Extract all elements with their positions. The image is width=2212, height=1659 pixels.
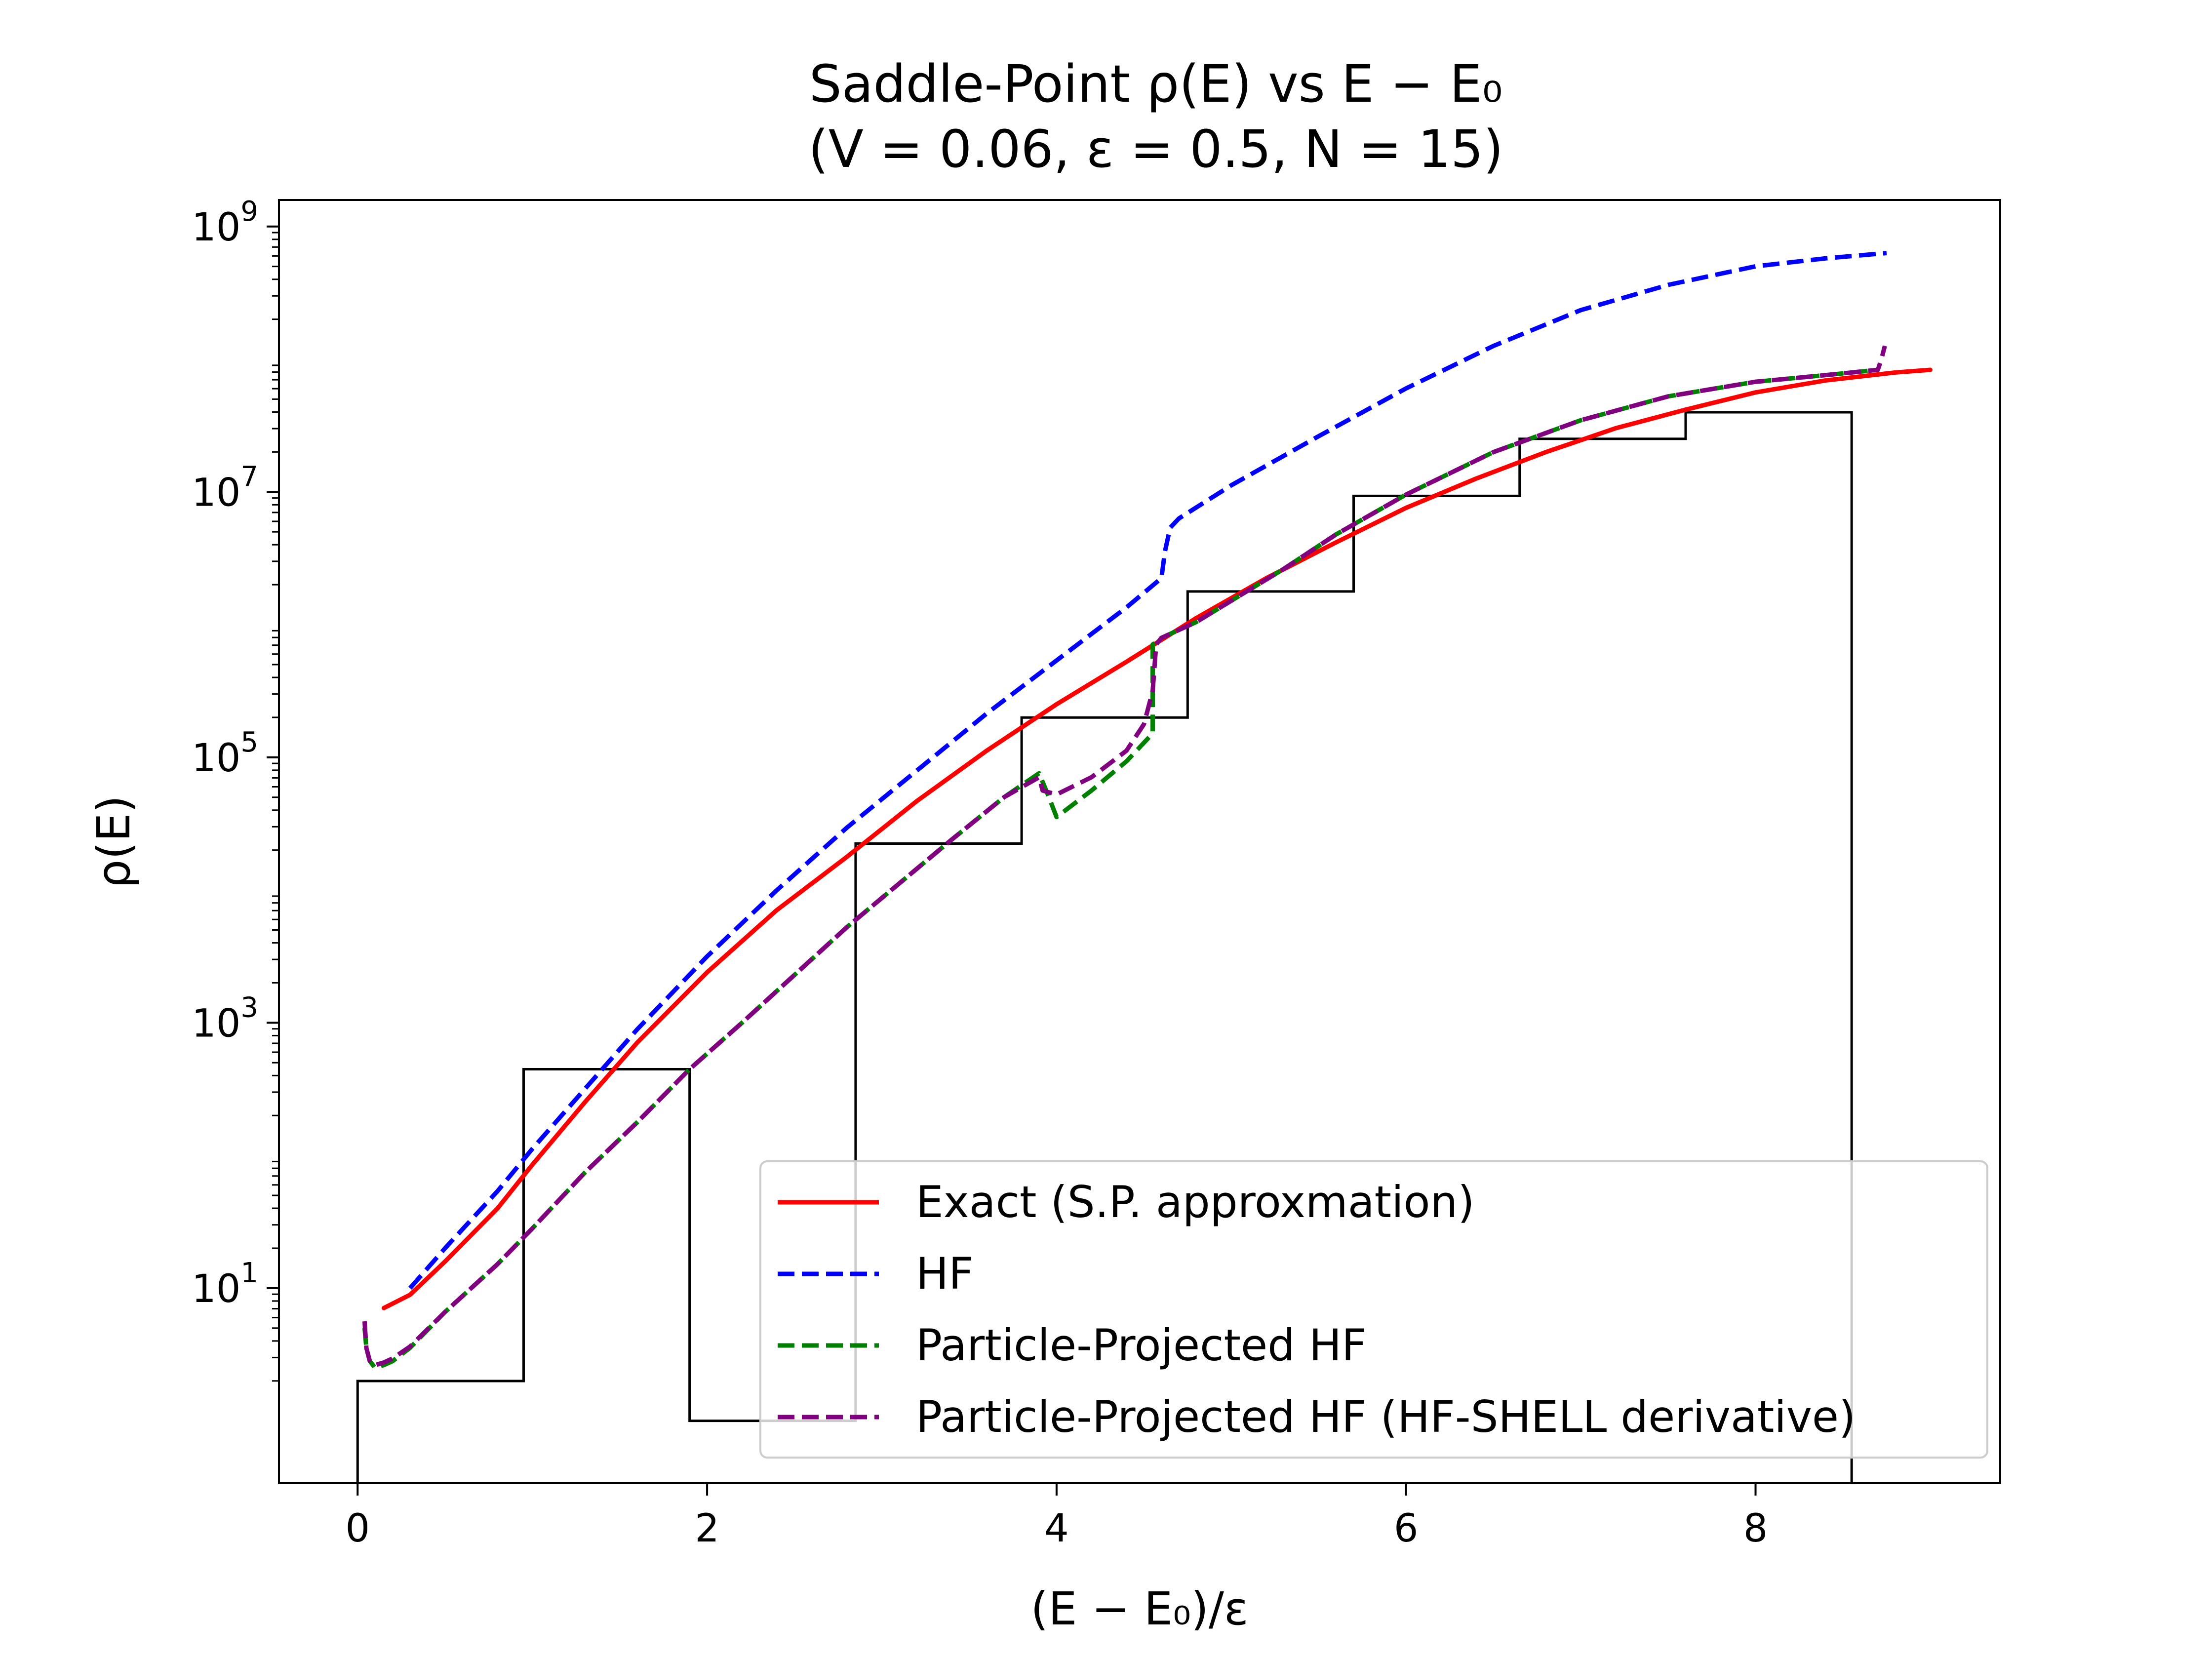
chart-title-line2: (V = 0.06, ε = 0.5, N = 15) xyxy=(808,119,1503,179)
x-tick-label: 8 xyxy=(1743,1506,1768,1551)
legend-label-0: Exact (S.P. approxmation) xyxy=(916,1177,1475,1227)
series-line-0 xyxy=(381,367,1933,1310)
x-tick-label: 4 xyxy=(1044,1506,1069,1551)
y-axis-label: ρ(E) xyxy=(87,795,140,888)
x-axis: 0 2 4 6 8 xyxy=(345,1483,1768,1551)
series-line-1 xyxy=(408,251,1887,1290)
plot-frame xyxy=(278,199,2001,1484)
legend-label-1: HF xyxy=(916,1248,974,1299)
x-tick-label: 6 xyxy=(1394,1506,1419,1551)
histogram-steps xyxy=(356,411,1853,1483)
y-axis: 101 103 105 107 109 xyxy=(192,196,279,1382)
legend-box xyxy=(759,1160,1988,1459)
y-tick-label: 101 xyxy=(192,1257,258,1311)
legend-label-3: Particle-Projected HF (HF-SHELL derivati… xyxy=(916,1391,1856,1442)
legend-label-2: Particle-Projected HF xyxy=(916,1320,1367,1371)
y-tick-label: 105 xyxy=(192,726,258,781)
y-tick-label: 107 xyxy=(192,461,258,515)
chart-title-line1: Saddle-Point ρ(E) vs E − E₀ xyxy=(809,54,1503,114)
series-lines xyxy=(362,251,1933,1370)
y-tick-label: 103 xyxy=(192,991,258,1046)
histogram xyxy=(356,411,1853,1483)
x-tick-label: 0 xyxy=(345,1506,370,1551)
x-axis-label: (E − E₀)/ε xyxy=(1030,1582,1248,1635)
x-tick-label: 2 xyxy=(695,1506,719,1551)
series-line-3 xyxy=(362,345,1887,1368)
y-tick-label: 109 xyxy=(192,196,258,250)
legend: Exact (S.P. approxmation) HF Particle-Proj… xyxy=(759,1160,1988,1459)
